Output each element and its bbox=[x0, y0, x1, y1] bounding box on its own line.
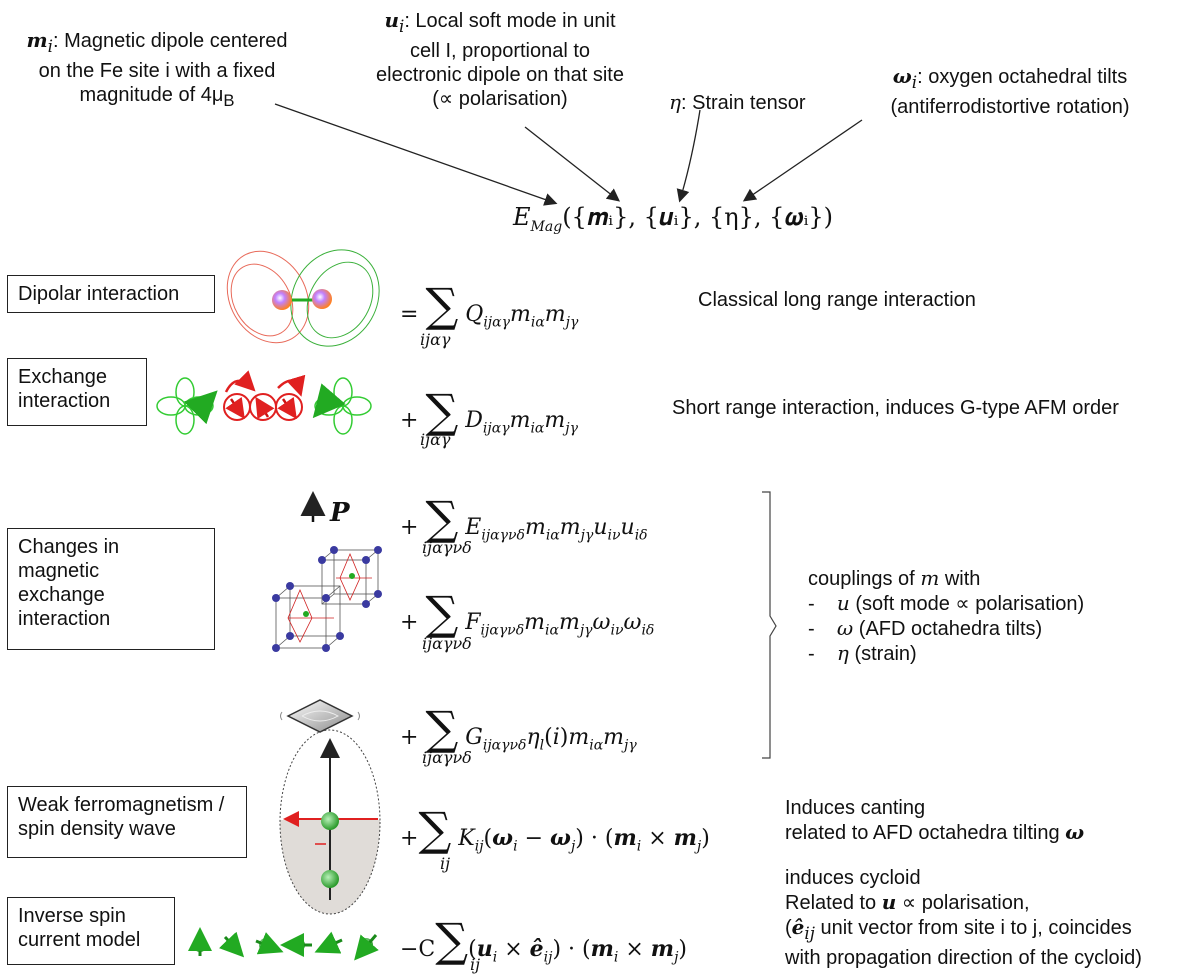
p-label: P bbox=[330, 498, 350, 528]
equation-f-coupling: + ∑ Fijαγνδmiαmjγωiνωiδ bbox=[400, 586, 655, 640]
strain-illustration bbox=[280, 699, 360, 733]
label-exchange: Exchange interaction bbox=[7, 358, 147, 426]
exchange-illustration bbox=[156, 370, 372, 435]
m-note: mi: Magnetic dipole centered on the Fe s… bbox=[26, 28, 288, 110]
desc-exchange: Short range interaction, induces G-type … bbox=[672, 397, 1119, 419]
label-inverse-spin-current: Inverse spin current model bbox=[7, 897, 175, 965]
arrow-omega bbox=[742, 119, 863, 202]
equation-e-coupling: + ∑ Eijαγνδmiαmjγuiνuiδ bbox=[400, 491, 648, 545]
desc-weak-ferro: Induces canting related to AFD octahedra… bbox=[785, 797, 1085, 844]
label-magnetic-exchange-changes: Changes in magnetic exchange interaction bbox=[7, 528, 215, 650]
cycloid-illustration bbox=[188, 927, 379, 961]
label-weak-ferromagnetism: Weak ferromagnetism / spin density wave bbox=[7, 786, 247, 858]
desc-dipolar: Classical long range interaction bbox=[698, 289, 976, 311]
sum-index-k: ij bbox=[440, 854, 451, 873]
sum-index-f: ijαγνδ bbox=[422, 634, 472, 653]
equation-weak-ferro: +∑ Kij(ωi − ωj) · (mi × mj) bbox=[400, 802, 710, 856]
sum-index-e: ijαγνδ bbox=[422, 538, 472, 557]
octahedra-illustration bbox=[272, 546, 382, 652]
arrow-u bbox=[524, 126, 621, 202]
sum-index-dipolar: ijαγ bbox=[420, 330, 451, 349]
equation-exchange: + ∑ Dijαγmiαmjγ bbox=[400, 384, 578, 438]
omega-note: ωi: oxygen octahedral tilts (antiferrodi… bbox=[890, 64, 1130, 118]
weak-ferro-illustration bbox=[279, 729, 381, 915]
eta-note: η: Strain tensor bbox=[669, 90, 806, 114]
equation-g-coupling: + ∑ Gijαγνδηl(i)miαmjγ bbox=[400, 701, 637, 755]
desc-inverse-spin: induces cycloid Related to u ∝ polarisat… bbox=[785, 867, 1142, 969]
dipolar-illustration bbox=[226, 249, 380, 347]
label-dipolar: Dipolar interaction bbox=[7, 275, 215, 313]
arrow-eta bbox=[676, 109, 701, 203]
couplings-list: couplings of m with - u (soft mode ∝ pol… bbox=[808, 566, 1085, 665]
sum-index-g: ijαγνδ bbox=[422, 748, 472, 767]
u-note: ui: Local soft mode in unit cell I, prop… bbox=[376, 8, 624, 110]
sum-index-exchange: ijαγ bbox=[420, 430, 451, 449]
equation-inverse-spin: −C∑(ui × êij) · (mi × mj) bbox=[400, 913, 688, 967]
arrow-m bbox=[274, 103, 558, 206]
couplings-bracket bbox=[762, 491, 777, 759]
equation-dipolar: = ∑ Qijαγmiαmjγ bbox=[400, 278, 579, 332]
sum-index-c: ij bbox=[470, 955, 481, 974]
main-equation: EMag({𝒎ᵢ}, {𝒖ᵢ}, {η}, {𝝎ᵢ}) bbox=[513, 203, 834, 235]
